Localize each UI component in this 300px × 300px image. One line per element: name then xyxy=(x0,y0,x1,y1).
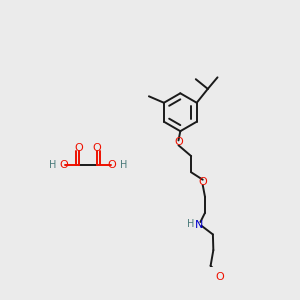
Text: O: O xyxy=(198,177,207,187)
Text: H: H xyxy=(49,160,56,170)
Text: O: O xyxy=(108,160,116,170)
Text: O: O xyxy=(93,142,101,153)
Text: O: O xyxy=(59,160,68,170)
Text: O: O xyxy=(174,137,183,147)
Text: H: H xyxy=(187,219,194,229)
Text: N: N xyxy=(194,220,203,230)
Text: H: H xyxy=(120,160,127,170)
Text: O: O xyxy=(215,272,224,282)
Text: O: O xyxy=(74,142,83,153)
